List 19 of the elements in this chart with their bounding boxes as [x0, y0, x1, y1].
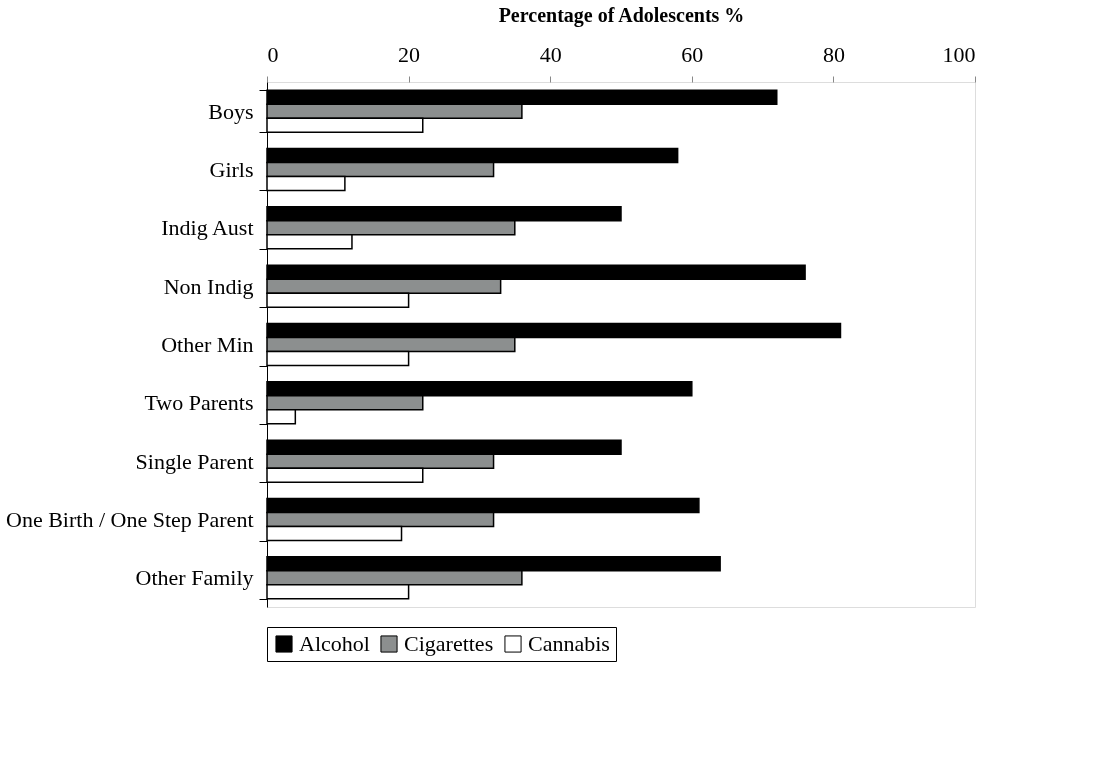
x-tick-label: 0: [267, 41, 279, 67]
y-tick-label: Indig Aust: [161, 215, 254, 241]
x-axis-title: Percentage of Adolescents %: [498, 3, 745, 27]
legend-label: Alcohol: [299, 631, 370, 656]
y-tick-label: One Birth / One Step Parent: [6, 507, 254, 532]
x-tick-label: 100: [942, 41, 976, 67]
legend-label: Cannabis: [528, 631, 610, 656]
y-tick-label: Two Parents: [144, 390, 254, 416]
x-tick-label: 80: [822, 41, 845, 67]
y-tick-label: Single Parent: [135, 448, 254, 474]
y-tick-label: Non Indig: [163, 273, 254, 299]
y-tick-label: Boys: [208, 98, 254, 124]
y-tick-label: Other Family: [135, 565, 254, 591]
x-tick-label: 60: [681, 41, 704, 67]
legend-label: Cigarettes: [404, 631, 494, 656]
y-tick-label: Other Min: [161, 332, 254, 357]
x-tick-label: 20: [398, 41, 421, 67]
x-tick-label: 40: [539, 41, 562, 67]
y-tick-label: Girls: [209, 157, 254, 182]
